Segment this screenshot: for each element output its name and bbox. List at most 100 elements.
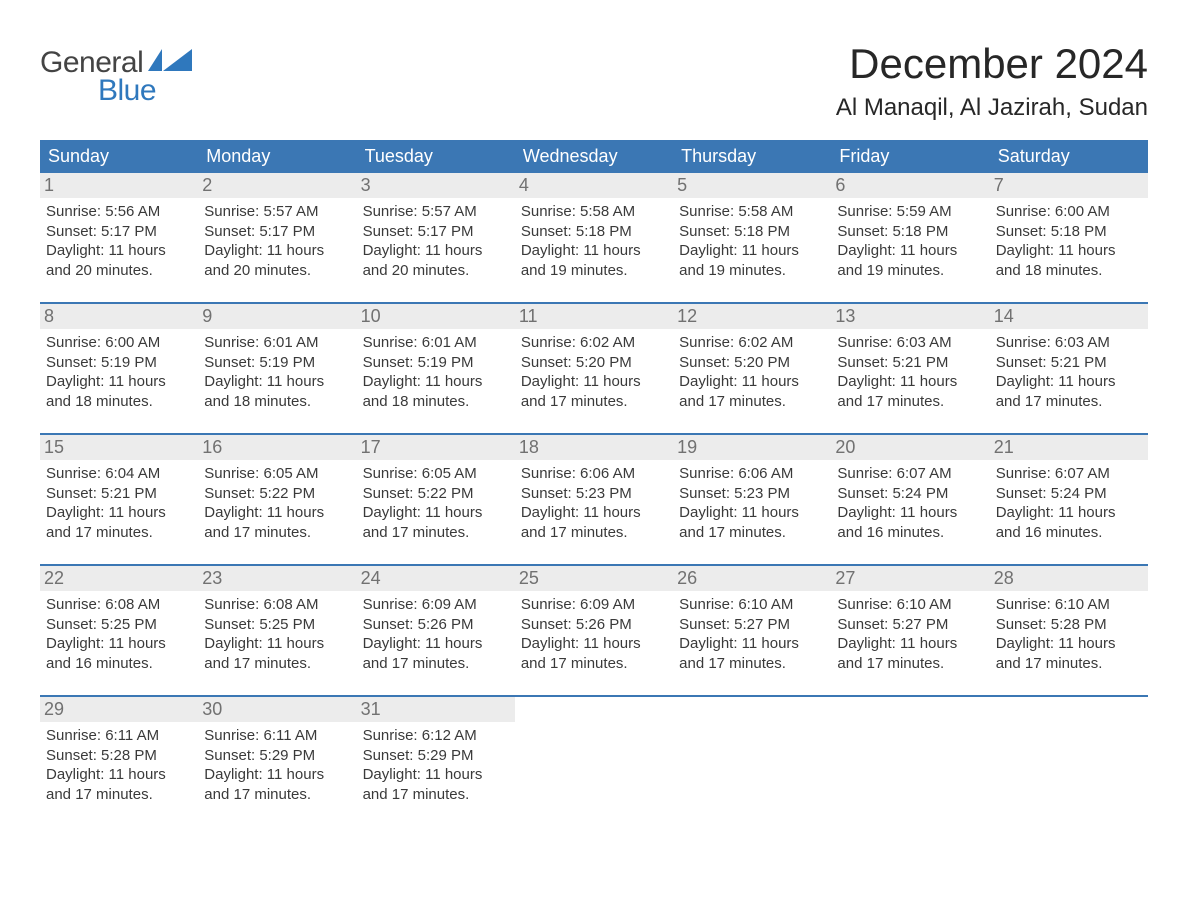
day-sunrise: Sunrise: 6:12 AM	[363, 726, 509, 746]
calendar-day-empty	[831, 697, 989, 814]
calendar-week: 29Sunrise: 6:11 AMSunset: 5:28 PMDayligh…	[40, 695, 1148, 814]
calendar-day: 13Sunrise: 6:03 AMSunset: 5:21 PMDayligh…	[831, 304, 989, 421]
calendar-day: 5Sunrise: 5:58 AMSunset: 5:18 PMDaylight…	[673, 173, 831, 290]
day-number: 1	[40, 173, 198, 198]
day-number: 12	[673, 304, 831, 329]
day-number: 6	[831, 173, 989, 198]
day-day2: and 17 minutes.	[363, 654, 509, 674]
day-day2: and 20 minutes.	[46, 261, 192, 281]
calendar-day: 2Sunrise: 5:57 AMSunset: 5:17 PMDaylight…	[198, 173, 356, 290]
day-day2: and 17 minutes.	[521, 523, 667, 543]
brand-logo: General Blue	[40, 46, 192, 108]
day-day1: Daylight: 11 hours	[363, 503, 509, 523]
calendar-week: 15Sunrise: 6:04 AMSunset: 5:21 PMDayligh…	[40, 433, 1148, 552]
day-day1: Daylight: 11 hours	[204, 765, 350, 785]
calendar-day: 29Sunrise: 6:11 AMSunset: 5:28 PMDayligh…	[40, 697, 198, 814]
day-number: 10	[357, 304, 515, 329]
day-sunrise: Sunrise: 5:58 AM	[679, 202, 825, 222]
day-sunset: Sunset: 5:29 PM	[204, 746, 350, 766]
day-sunrise: Sunrise: 6:00 AM	[996, 202, 1142, 222]
day-sunrise: Sunrise: 6:10 AM	[837, 595, 983, 615]
calendar-day: 4Sunrise: 5:58 AMSunset: 5:18 PMDaylight…	[515, 173, 673, 290]
day-sunset: Sunset: 5:21 PM	[996, 353, 1142, 373]
day-number: 3	[357, 173, 515, 198]
weekday-header: Saturday	[990, 140, 1148, 173]
day-number: 15	[40, 435, 198, 460]
day-sunrise: Sunrise: 6:08 AM	[46, 595, 192, 615]
day-number: 17	[357, 435, 515, 460]
day-number: 11	[515, 304, 673, 329]
day-number: 18	[515, 435, 673, 460]
day-sunset: Sunset: 5:26 PM	[521, 615, 667, 635]
calendar-day: 24Sunrise: 6:09 AMSunset: 5:26 PMDayligh…	[357, 566, 515, 683]
brand-word-2: Blue	[98, 74, 192, 108]
day-day1: Daylight: 11 hours	[996, 634, 1142, 654]
day-sunrise: Sunrise: 6:09 AM	[363, 595, 509, 615]
day-day2: and 18 minutes.	[46, 392, 192, 412]
calendar-week: 22Sunrise: 6:08 AMSunset: 5:25 PMDayligh…	[40, 564, 1148, 683]
day-sunset: Sunset: 5:27 PM	[679, 615, 825, 635]
day-sunset: Sunset: 5:24 PM	[837, 484, 983, 504]
day-day2: and 17 minutes.	[521, 654, 667, 674]
title-block: December 2024 Al Manaqil, Al Jazirah, Su…	[836, 40, 1148, 122]
day-day2: and 17 minutes.	[521, 392, 667, 412]
day-number: 31	[357, 697, 515, 722]
day-day2: and 17 minutes.	[46, 523, 192, 543]
day-sunset: Sunset: 5:17 PM	[363, 222, 509, 242]
day-number: 4	[515, 173, 673, 198]
day-day1: Daylight: 11 hours	[521, 372, 667, 392]
day-number: 19	[673, 435, 831, 460]
day-sunrise: Sunrise: 6:03 AM	[996, 333, 1142, 353]
day-sunset: Sunset: 5:28 PM	[996, 615, 1142, 635]
day-day2: and 17 minutes.	[679, 523, 825, 543]
month-title: December 2024	[836, 40, 1148, 88]
day-day1: Daylight: 11 hours	[521, 241, 667, 261]
day-number: 14	[990, 304, 1148, 329]
weekday-header: Wednesday	[515, 140, 673, 173]
day-day1: Daylight: 11 hours	[46, 765, 192, 785]
day-number: 8	[40, 304, 198, 329]
calendar-day: 20Sunrise: 6:07 AMSunset: 5:24 PMDayligh…	[831, 435, 989, 552]
calendar-day: 8Sunrise: 6:00 AMSunset: 5:19 PMDaylight…	[40, 304, 198, 421]
day-sunset: Sunset: 5:20 PM	[679, 353, 825, 373]
day-day2: and 16 minutes.	[837, 523, 983, 543]
day-day2: and 17 minutes.	[46, 785, 192, 805]
day-sunrise: Sunrise: 6:10 AM	[679, 595, 825, 615]
day-sunrise: Sunrise: 6:06 AM	[521, 464, 667, 484]
day-sunrise: Sunrise: 6:04 AM	[46, 464, 192, 484]
day-sunrise: Sunrise: 6:11 AM	[46, 726, 192, 746]
day-number: 26	[673, 566, 831, 591]
day-sunrise: Sunrise: 6:00 AM	[46, 333, 192, 353]
calendar-day: 31Sunrise: 6:12 AMSunset: 5:29 PMDayligh…	[357, 697, 515, 814]
day-sunset: Sunset: 5:22 PM	[204, 484, 350, 504]
day-sunset: Sunset: 5:18 PM	[837, 222, 983, 242]
weekday-header: Sunday	[40, 140, 198, 173]
day-day1: Daylight: 11 hours	[363, 241, 509, 261]
calendar-week: 8 Sunrise: 6:00 AM Sunset: 5:19 PM Daylight…	[40, 302, 1148, 421]
header-area: General Blue December 2024 Al Manaqil, A…	[40, 40, 1148, 122]
day-number: 9	[198, 304, 356, 329]
day-sunrise: Sunrise: 5:56 AM	[46, 202, 192, 222]
day-sunrise: Sunrise: 6:10 AM	[996, 595, 1142, 615]
day-sunrise: Sunrise: 6:06 AM	[679, 464, 825, 484]
day-sunset: Sunset: 5:27 PM	[837, 615, 983, 635]
weekday-header: Tuesday	[357, 140, 515, 173]
calendar-day: 27Sunrise: 6:10 AMSunset: 5:27 PMDayligh…	[831, 566, 989, 683]
day-sunset: Sunset: 5:23 PM	[521, 484, 667, 504]
calendar: SundayMondayTuesdayWednesdayThursdayFrid…	[40, 140, 1148, 814]
calendar-day: 17Sunrise: 6:05 AMSunset: 5:22 PMDayligh…	[357, 435, 515, 552]
day-number: 16	[198, 435, 356, 460]
day-day1: Daylight: 11 hours	[46, 241, 192, 261]
day-day2: and 19 minutes.	[837, 261, 983, 281]
day-day2: and 17 minutes.	[679, 654, 825, 674]
day-sunset: Sunset: 5:18 PM	[521, 222, 667, 242]
day-sunset: Sunset: 5:20 PM	[521, 353, 667, 373]
day-number: 30	[198, 697, 356, 722]
day-day2: and 17 minutes.	[363, 523, 509, 543]
day-sunset: Sunset: 5:19 PM	[363, 353, 509, 373]
day-day1: Daylight: 11 hours	[46, 634, 192, 654]
day-day1: Daylight: 11 hours	[679, 372, 825, 392]
day-day1: Daylight: 11 hours	[996, 503, 1142, 523]
day-day1: Daylight: 11 hours	[679, 634, 825, 654]
weekday-header: Thursday	[673, 140, 831, 173]
